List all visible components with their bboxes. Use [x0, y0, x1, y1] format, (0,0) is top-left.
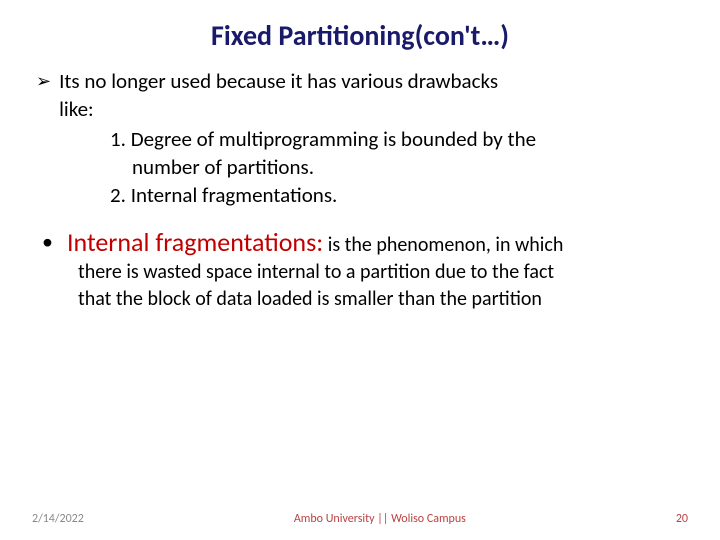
definition-wrap: Internal fragmentations: is the phenomen…	[67, 225, 688, 259]
definition-heading: Internal fragmentations:	[67, 226, 323, 258]
bullet-drawbacks-text: Its no longer used because it has variou…	[59, 67, 498, 123]
footer-center: Ambo University || Woliso Campus	[84, 512, 676, 526]
bullet-dot-icon: •	[42, 225, 53, 259]
footer-page-number: 20	[676, 512, 688, 526]
sub-item-1a: 1. Degree of multiprogramming is bounded…	[110, 125, 688, 153]
definition-cont1: there is wasted space internal to a part…	[78, 259, 688, 286]
bullet-drawbacks: ➢ Its no longer used because it has vari…	[36, 67, 688, 123]
slide-title: Fixed Partitioning(con't…)	[32, 18, 688, 53]
sub-item-2: 2. Internal fragmentations.	[110, 181, 688, 209]
definition-cont2: that the block of data loaded is smaller…	[78, 286, 688, 313]
sub-list: 1. Degree of multiprogramming is bounded…	[110, 125, 688, 209]
arrow-icon: ➢	[36, 67, 51, 95]
slide-container: Fixed Partitioning(con't…) ➢ Its no long…	[0, 0, 720, 540]
bullet-definition: • Internal fragmentations: is the phenom…	[42, 225, 688, 259]
definition-rest: is the phenomenon, in which	[323, 233, 563, 257]
sub-item-1b: number of partitions.	[132, 153, 688, 181]
footer: 2/14/2022 Ambo University || Woliso Camp…	[0, 512, 720, 526]
drawbacks-line1: Its no longer used because it has variou…	[59, 67, 498, 95]
footer-date: 2/14/2022	[32, 512, 84, 526]
drawbacks-line2: like:	[59, 95, 498, 123]
